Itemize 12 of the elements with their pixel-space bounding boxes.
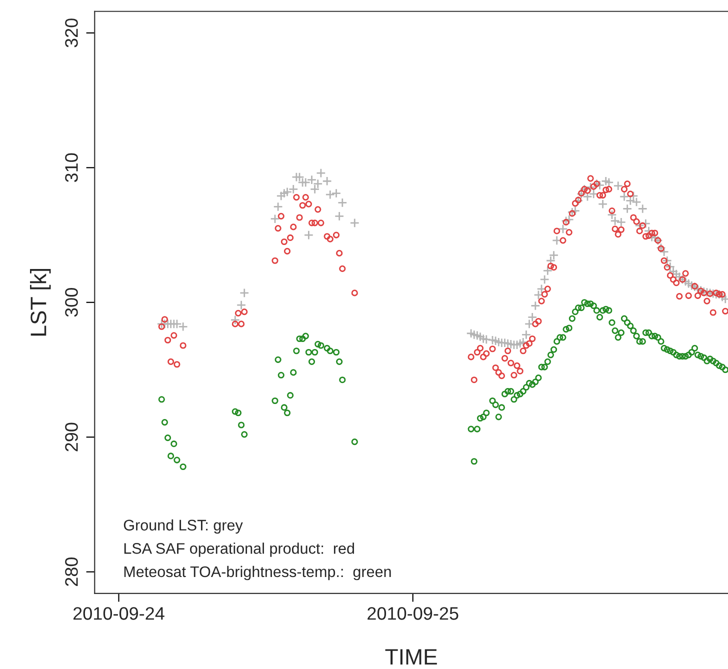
x-axis-title: TIME — [385, 649, 437, 665]
annotation: Ground LST: grey — [124, 519, 243, 534]
annotation: Meteosat TOA-brightness-temp.: green — [124, 566, 391, 580]
y-axis-title: LST [k] — [30, 268, 51, 336]
y-tick-label: 290 — [65, 422, 78, 452]
y-tick-label: 310 — [65, 153, 78, 182]
x-tick-label: 2010-09-25 — [368, 607, 458, 620]
y-tick-label: 280 — [65, 557, 78, 586]
x-tick-label: 2010-09-24 — [73, 607, 164, 620]
y-tick-label: 300 — [65, 288, 78, 317]
annotation: LSA SAF operational product: red — [124, 542, 354, 557]
y-tick-label: 320 — [65, 18, 78, 48]
